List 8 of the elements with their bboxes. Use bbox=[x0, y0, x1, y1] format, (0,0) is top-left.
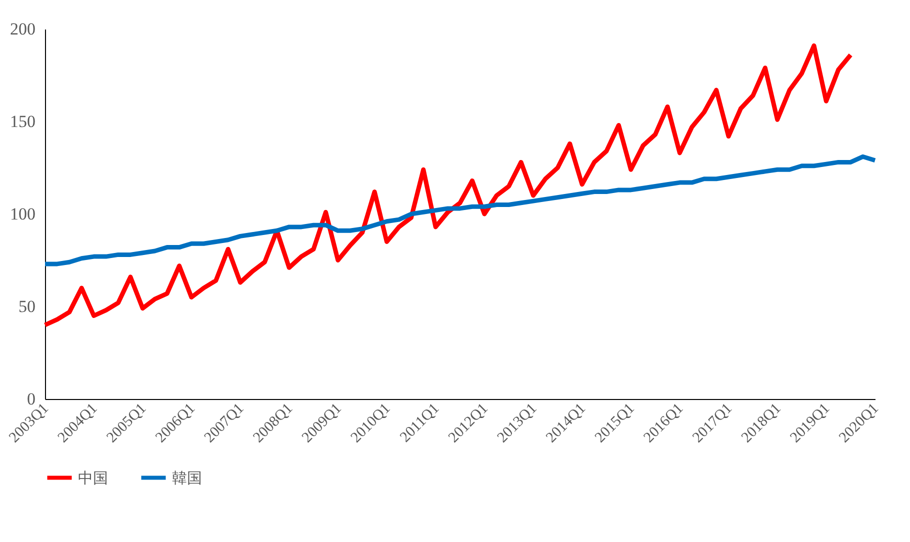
y-tick-label: 100 bbox=[10, 204, 36, 224]
legend-label: 韓国 bbox=[172, 468, 202, 487]
y-tick-label: 200 bbox=[10, 20, 36, 38]
y-tick-label: 0 bbox=[27, 390, 36, 408]
y-tick-label: 150 bbox=[10, 112, 36, 131]
legend-label: 中国 bbox=[78, 468, 108, 487]
y-tick-label: 50 bbox=[18, 297, 36, 316]
line-series bbox=[42, 43, 853, 328]
